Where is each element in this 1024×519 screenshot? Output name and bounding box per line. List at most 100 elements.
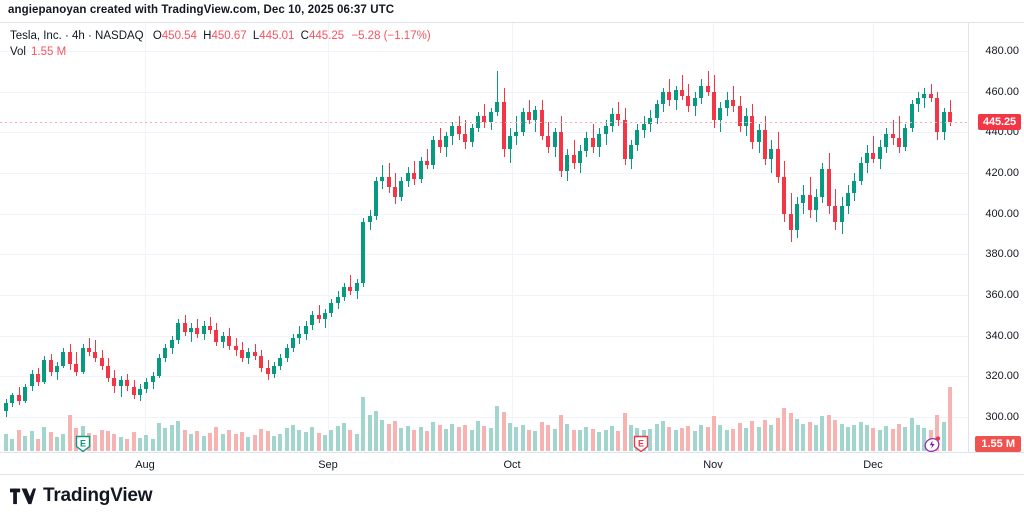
price-tick-label: 320.00 (985, 370, 1019, 383)
current-volume-badge: 1.55 M (975, 436, 1021, 452)
candle-body (304, 325, 308, 334)
candle-body (387, 177, 391, 188)
volume-bar (482, 426, 486, 451)
candle-wick (484, 103, 485, 129)
time-axis[interactable]: Aug Sep Oct Nov Dec (0, 452, 1024, 476)
earnings-marker-miss[interactable]: E (633, 435, 649, 452)
candle-body (55, 366, 59, 373)
volume-bar (125, 439, 129, 451)
earnings-marker-beat[interactable]: E (75, 435, 91, 452)
candle-body (163, 347, 167, 359)
candle-body (151, 376, 155, 383)
candle-body (922, 93, 926, 98)
candle-body (699, 85, 703, 98)
candle-body (706, 85, 710, 92)
candle-body (584, 138, 588, 151)
candle-body (731, 99, 735, 106)
volume-bar (629, 425, 633, 451)
gridline-horizontal (0, 254, 968, 256)
candle-body (642, 124, 646, 131)
candle-wick (733, 85, 734, 112)
candle-wick (210, 317, 211, 334)
volume-bar (604, 430, 608, 451)
tradingview-logo[interactable]: TradingView (10, 485, 153, 507)
candle-body (278, 358, 282, 367)
candle-body (380, 177, 384, 182)
volume-bar (272, 436, 276, 451)
chart-legend[interactable]: Tesla, Inc. · 4h · NASDAQ O450.54 H450.6… (10, 29, 431, 60)
volume-bar (623, 413, 627, 451)
ai-spark-icon[interactable] (922, 434, 942, 452)
candle-body (814, 197, 818, 210)
legend-change: −5.28 (−1.17%) (351, 30, 431, 42)
volume-bar (565, 424, 569, 451)
gridline-horizontal (0, 417, 968, 418)
candle-body (100, 358, 104, 367)
candle-body (431, 140, 435, 165)
volume-bar (667, 427, 671, 451)
volume-bar (533, 431, 537, 451)
volume-bar (948, 387, 952, 451)
candle-wick (121, 376, 122, 397)
legend-interval[interactable]: 4h (72, 30, 85, 42)
candle-wick (382, 164, 383, 190)
volume-bar (782, 408, 786, 451)
legend-high-label: H (203, 30, 212, 42)
candle-body (87, 347, 91, 352)
candle-body (10, 394, 14, 403)
candle-wick (708, 71, 709, 96)
volume-bar (36, 439, 40, 451)
legend-symbol[interactable]: Tesla, Inc. (10, 30, 62, 42)
volume-bar (132, 432, 136, 451)
volume-bar (808, 422, 812, 451)
candle-body (23, 386, 27, 401)
candle-body (266, 368, 270, 375)
candle-wick (319, 305, 320, 324)
candle-body (470, 128, 474, 143)
volume-bar (112, 434, 116, 451)
volume-bar (419, 427, 423, 451)
candle-body (750, 116, 754, 143)
candle-body (489, 112, 493, 123)
candle-body (795, 203, 799, 230)
tradingview-wordmark: TradingView (43, 485, 153, 506)
current-price-line (0, 121, 968, 123)
gridline-horizontal (0, 376, 968, 378)
gridline-horizontal (0, 51, 968, 52)
volume-bar (144, 435, 148, 451)
candle-body (865, 152, 869, 163)
volume-bar (342, 423, 346, 451)
candle-body (565, 154, 569, 171)
candle-body (317, 315, 321, 320)
legend-sep-1: · (61, 30, 73, 42)
candle-body (482, 116, 486, 123)
candle-body (718, 107, 722, 121)
candle-body (272, 366, 276, 375)
time-tick-label: Sep (318, 459, 338, 471)
volume-bar (693, 431, 697, 451)
candle-body (240, 349, 244, 359)
volume-bar (648, 429, 652, 451)
volume-bar (412, 430, 416, 451)
candle-body (929, 93, 933, 98)
legend-sep-2: · (84, 30, 96, 42)
volume-bar (176, 421, 180, 451)
ai-spark-glyph (924, 436, 941, 452)
candle-body (36, 374, 40, 383)
candle-body (916, 97, 920, 104)
volume-bar (553, 429, 557, 451)
legend-volume-value: 1.55 M (31, 46, 67, 58)
volume-bar (317, 433, 321, 451)
candle-body (693, 97, 697, 106)
candle-body (502, 101, 506, 149)
legend-close-value: 445.25 (308, 30, 345, 42)
price-axis[interactable]: 300.00 320.00 340.00 360.00 380.00 400.00 420.… (968, 23, 1024, 452)
earnings-letter: E (79, 438, 86, 449)
gridline-vertical (145, 23, 146, 452)
candle-body (604, 126, 608, 135)
volume-bar (23, 436, 27, 451)
volume-bar (189, 434, 193, 451)
plot-area[interactable]: E E (0, 23, 968, 452)
volume-bar (718, 425, 722, 451)
volume-bar (93, 435, 97, 451)
